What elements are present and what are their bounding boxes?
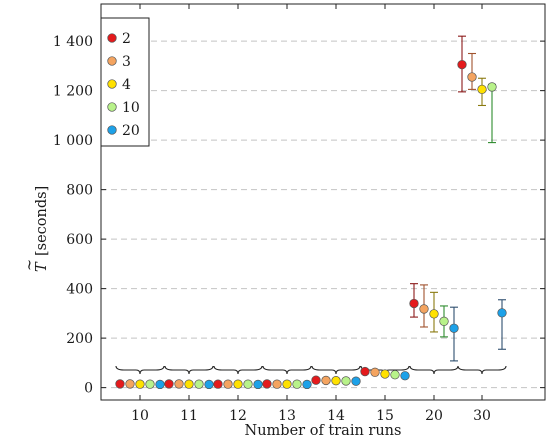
data-point	[400, 371, 410, 381]
data-point	[115, 379, 125, 389]
group-brace	[213, 365, 263, 375]
data-point	[409, 298, 419, 309]
data-point	[331, 376, 341, 386]
data-point	[370, 367, 380, 377]
data-point	[155, 379, 165, 390]
x-tick-label: 15	[376, 408, 394, 424]
x-tick-label: 10	[131, 408, 149, 424]
data-point	[380, 369, 390, 379]
y-axis-symbol-accent: ~	[22, 259, 38, 271]
legend-label: 3	[122, 54, 131, 70]
legend-marker	[107, 33, 117, 43]
data-point	[302, 379, 312, 390]
data-point	[419, 304, 429, 314]
y-tick-label: 1 000	[53, 133, 93, 149]
group-brace	[457, 365, 507, 375]
data-point	[135, 379, 145, 389]
x-tick-label: 12	[229, 408, 247, 424]
x-tick-label: 14	[327, 408, 345, 424]
data-point	[477, 84, 487, 95]
y-tick-label: 0	[84, 381, 93, 397]
data-point	[429, 309, 439, 319]
data-point	[321, 375, 331, 386]
data-point	[439, 316, 449, 326]
data-point	[223, 379, 233, 389]
data-point	[194, 379, 204, 389]
legend-marker	[107, 102, 117, 112]
data-point	[351, 376, 361, 386]
group-brace	[311, 365, 361, 375]
data-point	[390, 370, 400, 380]
y-axis-symbol: T	[34, 261, 50, 272]
group-brace	[164, 365, 214, 375]
legend-marker	[107, 125, 117, 135]
plot-frame	[100, 3, 546, 401]
data-point	[213, 379, 223, 389]
legend-label: 2	[122, 31, 131, 47]
group-brace	[262, 365, 312, 375]
legend-label: 20	[122, 123, 140, 139]
data-point	[204, 379, 214, 390]
data-point	[184, 379, 194, 389]
x-tick-label: 11	[180, 408, 198, 424]
y-axis-title: T ~ [seconds]	[22, 186, 50, 272]
data-point	[243, 379, 253, 389]
legend-label: 10	[122, 100, 140, 116]
legend: 2 3 4 10 20	[100, 17, 150, 147]
group-brace	[115, 365, 165, 375]
data-point	[449, 323, 459, 333]
data-point	[311, 375, 321, 385]
data-point	[272, 379, 282, 389]
data-point	[125, 379, 135, 389]
data-point	[282, 379, 292, 389]
x-axis-title: Number of train runs	[245, 423, 402, 439]
data-point	[467, 72, 477, 82]
data-point	[360, 366, 370, 377]
y-tick-label: 400	[66, 282, 93, 298]
y-tick-label: 200	[66, 331, 93, 347]
data-point	[292, 379, 302, 389]
y-tick-label: 1 400	[53, 34, 93, 50]
group-brace	[409, 365, 459, 375]
legend-marker	[107, 56, 117, 66]
data-point	[233, 379, 243, 389]
x-tick-label: 13	[278, 408, 296, 424]
data-points	[115, 59, 507, 390]
grid-lines	[101, 40, 545, 389]
x-tick-label: 30	[473, 408, 491, 424]
legend-label: 4	[122, 77, 131, 93]
data-point	[262, 379, 272, 389]
data-point	[487, 82, 497, 92]
data-point	[497, 308, 507, 318]
group-braces	[115, 365, 507, 375]
x-tick-label: 20	[425, 408, 443, 424]
data-point	[145, 379, 155, 389]
y-axis-ticks: 0 200 400 600 800 1 000 1 200 1 400	[53, 34, 545, 397]
y-tick-label: 800	[66, 183, 93, 199]
data-point	[164, 379, 174, 389]
data-point	[253, 379, 263, 390]
x-axis-ticks: 10 11 12 13 14 15 20 30	[131, 4, 491, 424]
legend-marker	[107, 79, 117, 89]
data-point	[457, 59, 467, 70]
data-point	[341, 376, 351, 386]
y-tick-label: 600	[66, 232, 93, 248]
y-tick-label: 1 200	[53, 84, 93, 100]
y-axis-unit: [seconds]	[34, 186, 50, 256]
data-point	[174, 379, 184, 389]
